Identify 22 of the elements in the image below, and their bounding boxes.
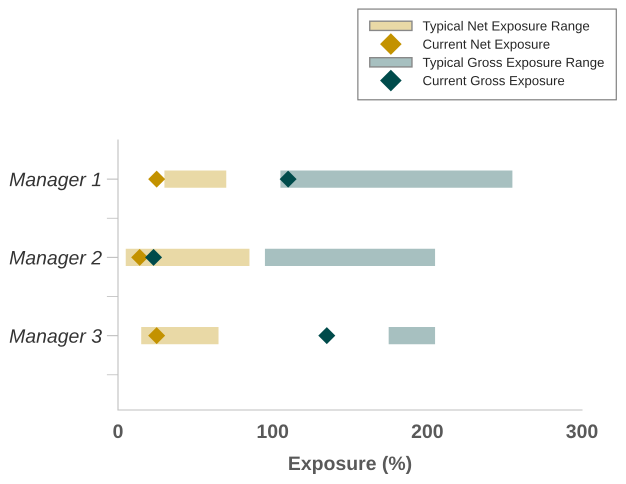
x-tick-label: 200 (412, 424, 443, 438)
point (318, 327, 336, 344)
y-tick-label: Manager 3 (10, 329, 102, 347)
point (148, 327, 166, 344)
x-tick-label: 0 (113, 424, 123, 438)
point (131, 248, 148, 266)
legend-label: Typical Net Exposure Range (422, 20, 590, 34)
legend-label: Typical Gross Exposure Range (422, 57, 604, 70)
point (148, 170, 166, 188)
legend-label: Current Gross Exposure (423, 76, 564, 88)
x-tick-label: 300 (566, 424, 598, 438)
x-axis-title: Exposure (%) (289, 456, 412, 474)
x-tick-label: 100 (258, 424, 288, 438)
bar (388, 327, 436, 344)
bar (264, 248, 436, 266)
legend-label: Current Net Exposure (423, 39, 550, 52)
bar (164, 170, 226, 188)
bar (280, 170, 512, 188)
point (280, 170, 297, 188)
y-tick-label: Manager 1 (10, 172, 100, 190)
y-tick-label: Manager 2 (10, 250, 102, 268)
point (145, 248, 162, 266)
